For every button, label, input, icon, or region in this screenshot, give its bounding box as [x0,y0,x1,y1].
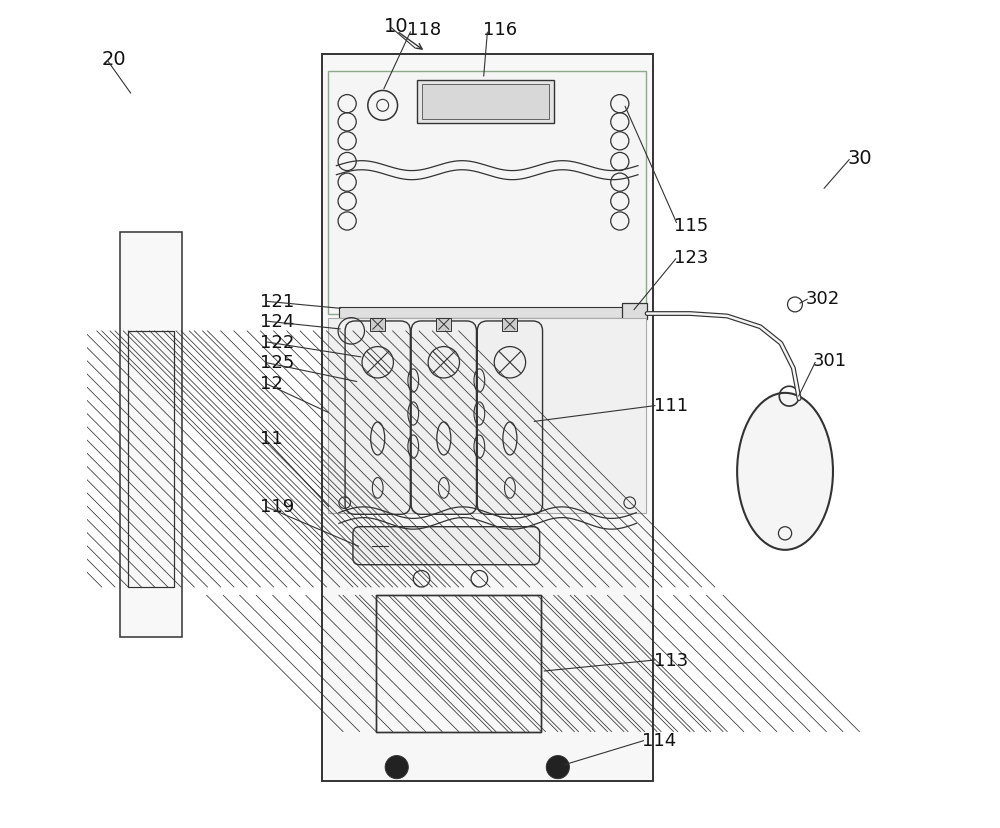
Bar [376,595,541,732]
Text: 115: 115 [674,217,708,235]
Bar [328,319,646,513]
Text: 118: 118 [407,22,442,39]
Text: 125: 125 [260,354,295,372]
Bar [128,331,174,587]
Text: 124: 124 [260,313,295,330]
FancyBboxPatch shape [477,321,543,515]
Text: 12: 12 [260,374,283,392]
Bar [417,80,554,123]
Text: 122: 122 [260,333,295,351]
Bar [322,55,653,782]
Bar [370,318,385,331]
Text: 20: 20 [102,50,126,69]
FancyBboxPatch shape [411,321,476,515]
Bar [502,318,517,331]
Text: 119: 119 [260,498,295,515]
Text: 116: 116 [483,22,518,39]
Bar [128,331,174,587]
Ellipse shape [737,393,833,550]
Text: 10: 10 [384,17,409,36]
Circle shape [385,756,408,779]
Bar [622,303,647,320]
Text: 11: 11 [260,430,283,448]
Text: 301: 301 [812,351,846,369]
Bar [339,307,624,319]
Bar [376,595,541,732]
Circle shape [546,756,569,779]
Text: 114: 114 [642,731,676,749]
Text: 123: 123 [674,248,708,266]
Bar [328,71,646,315]
FancyBboxPatch shape [353,527,540,565]
Text: 111: 111 [654,397,688,415]
FancyBboxPatch shape [345,321,410,515]
Bar [422,84,549,119]
Text: 30: 30 [847,149,872,167]
Text: 113: 113 [654,651,688,669]
Text: 302: 302 [806,290,840,307]
Bar [436,318,451,331]
Text: 121: 121 [260,293,295,310]
Bar [120,233,182,637]
